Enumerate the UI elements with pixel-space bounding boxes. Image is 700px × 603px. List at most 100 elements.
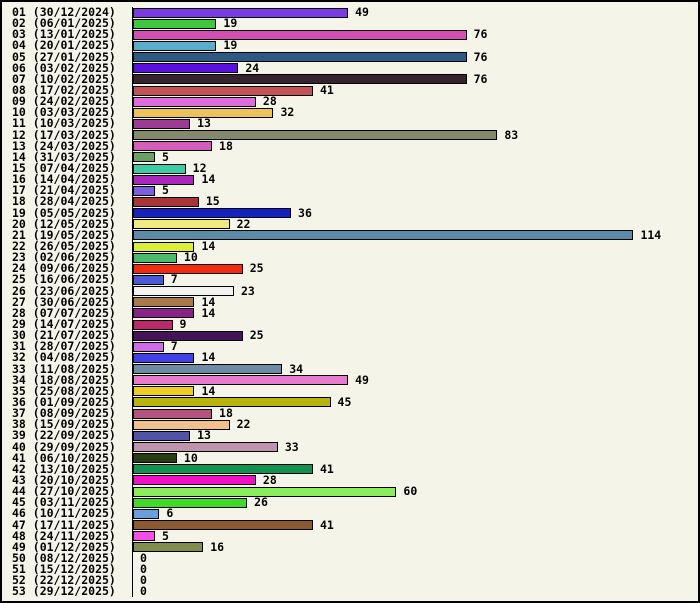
chart-row: 06 (03/02/2025) 24 [2, 60, 698, 75]
value-label: 7 [170, 339, 178, 354]
bar-track: 0 [132, 584, 698, 599]
week-label: 52 (22/12/2025) [12, 573, 116, 588]
chart-row: 31 (28/07/2025) 7 [2, 339, 698, 354]
week-label: 33 (11/08/2025) [12, 361, 116, 376]
chart-row: 30 (21/07/2025) 25 [2, 328, 698, 343]
chart-row: 12 (17/03/2025) 83 [2, 129, 698, 141]
week-label: 20 (12/05/2025) [12, 216, 116, 231]
bar-track: 13 [132, 118, 698, 130]
value-bar [133, 96, 256, 107]
week-label: 51 (15/12/2025) [12, 562, 116, 577]
value-label: 14 [201, 350, 216, 365]
value-label: 60 [403, 484, 418, 499]
week-label: 09 (24/02/2025) [12, 94, 116, 109]
value-bar [133, 118, 191, 129]
chart-row: 25 (16/06/2025) 7 [2, 272, 698, 287]
value-label: 23 [240, 283, 255, 298]
week-label: 21 (19/05/2025) [12, 227, 116, 242]
week-label: 15 (07/04/2025) [12, 161, 116, 176]
value-bar [133, 330, 243, 341]
bar-track: 14 [132, 296, 698, 308]
bar-track: 5 [132, 530, 698, 542]
bar-track: 41 [132, 461, 698, 476]
chart-row: 14 (31/03/2025) 5 [2, 151, 698, 163]
week-label: 45 (03/11/2025) [12, 495, 116, 510]
chart-row: 11 (10/03/2025) 13 [2, 118, 698, 130]
value-bar [133, 375, 349, 386]
chart-row: 39 (22/09/2025) 13 [2, 428, 698, 443]
week-label: 27 (30/06/2025) [12, 294, 116, 309]
bar-track: 36 [132, 207, 698, 219]
value-label: 76 [473, 49, 488, 64]
value-label: 49 [355, 372, 369, 387]
value-label: 41 [319, 517, 334, 532]
value-bar [133, 85, 313, 96]
week-label: 29 (14/07/2025) [12, 317, 116, 331]
week-label: 44 (27/10/2025) [12, 484, 116, 499]
value-bar [133, 230, 634, 241]
value-label: 24 [245, 60, 260, 75]
value-bar [133, 319, 173, 330]
value-bar [133, 185, 155, 196]
week-label: 50 (08/12/2025) [12, 550, 116, 565]
bar-track: 10 [132, 251, 698, 264]
value-bar [133, 352, 195, 363]
bar-track: 76 [132, 29, 698, 41]
chart-row: 27 (30/06/2025) 14 [2, 294, 698, 309]
value-label: 14 [201, 239, 216, 254]
value-label: 7 [170, 272, 178, 287]
value-label: 14 [201, 172, 216, 187]
value-label: 22 [236, 417, 251, 432]
value-bar [133, 408, 213, 419]
bar-track: 49 [132, 6, 698, 19]
bar-track: 16 [132, 541, 698, 553]
chart-row: 49 (01/12/2025) 16 [2, 541, 698, 553]
bar-track: 28 [132, 95, 698, 108]
chart-row: 37 (08/09/2025) 18 [2, 407, 698, 420]
week-label: 40 (29/09/2025) [12, 439, 116, 454]
bar-track: 26 [132, 497, 698, 509]
value-bar [133, 40, 217, 51]
week-label: 48 (24/11/2025) [12, 528, 116, 543]
chart-row: 04 (20/01/2025) 19 [2, 40, 698, 52]
value-label: 32 [280, 105, 295, 120]
week-label: 41 (06/10/2025) [12, 450, 116, 465]
week-label: 13 (24/03/2025) [12, 138, 116, 153]
value-label: 25 [249, 261, 264, 276]
value-bar [133, 241, 195, 252]
value-label: 22 [236, 216, 251, 231]
week-label: 23 (02/06/2025) [12, 250, 116, 265]
week-label: 39 (22/09/2025) [12, 428, 116, 443]
bar-track: 0 [132, 574, 698, 587]
week-label: 26 (23/06/2025) [12, 283, 116, 298]
chart-row: 41 (06/10/2025) 10 [2, 450, 698, 465]
value-label: 14 [201, 383, 216, 398]
chart-row: 45 (03/11/2025) 26 [2, 495, 698, 510]
bar-track: 25 [132, 329, 698, 342]
week-label: 19 (05/05/2025) [12, 205, 116, 220]
chart-row: 40 (29/09/2025) 33 [2, 439, 698, 454]
value-label: 0 [140, 584, 147, 599]
chart-row: 47 (17/11/2025) 41 [2, 517, 698, 532]
value-label: 33 [284, 439, 299, 454]
chart-row: 23 (02/06/2025) 10 [2, 250, 698, 265]
chart-row: 02 (06/01/2025) 19 [2, 17, 698, 30]
value-bar [133, 263, 243, 274]
bar-track: 5 [132, 151, 698, 163]
week-label: 38 (15/09/2025) [12, 417, 116, 432]
bar-track: 41 [132, 517, 698, 532]
bar-track: 23 [132, 283, 698, 298]
bar-track: 22 [132, 216, 698, 231]
value-bar [133, 274, 164, 285]
week-label: 30 (21/07/2025) [12, 328, 116, 343]
chart-row: 16 (14/04/2025) 14 [2, 172, 698, 187]
bar-track: 10 [132, 452, 698, 464]
value-label: 41 [319, 461, 334, 476]
chart-row: 24 (09/06/2025) 25 [2, 261, 698, 276]
bar-track: 22 [132, 417, 698, 432]
value-label: 12 [192, 161, 207, 176]
value-bar [133, 453, 177, 464]
chart-row: 43 (20/10/2025) 28 [2, 474, 698, 487]
bar-track: 25 [132, 261, 698, 276]
